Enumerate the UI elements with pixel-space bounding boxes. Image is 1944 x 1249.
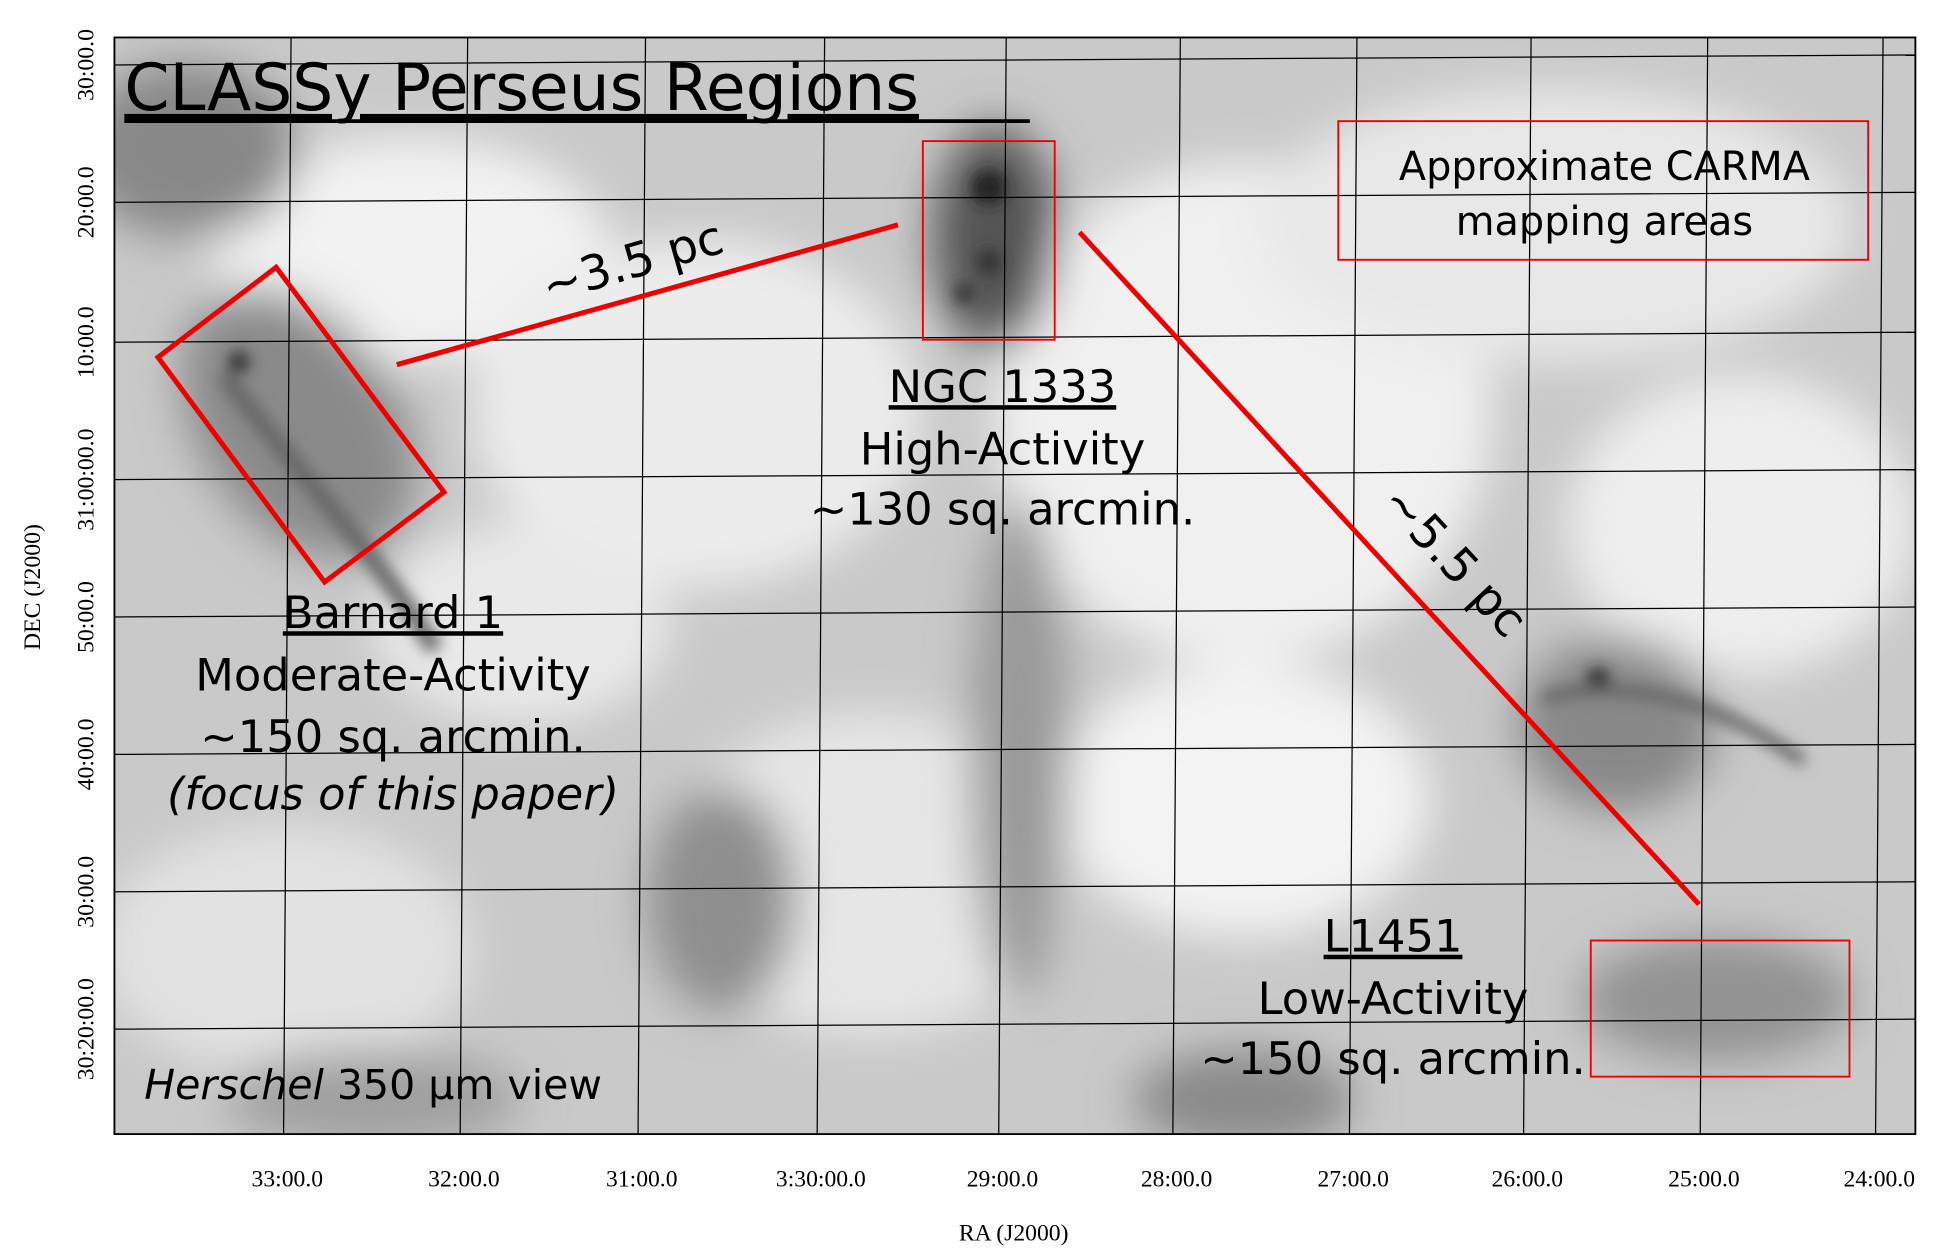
y-tick-label: 10:00.0: [73, 306, 99, 378]
x-tick-label: 29:00.0: [967, 1167, 1039, 1193]
y-axis-label: DEC (J2000): [20, 524, 46, 650]
coordinate-grid: [114, 37, 1916, 1135]
l1451-box: [1589, 939, 1851, 1078]
y-tick-label: 31:00:00.0: [73, 429, 99, 531]
x-tick-label: 25:00.0: [1668, 1167, 1740, 1193]
region-area: ~150 sq. arcmin.: [1200, 1032, 1585, 1085]
x-axis-label: RA (J2000): [959, 1220, 1069, 1246]
region-activity: High-Activity: [860, 423, 1145, 476]
x-tick-label: 32:00.0: [428, 1167, 500, 1193]
sky-image: [114, 37, 1916, 1135]
grid-line: [114, 743, 1916, 756]
region-name: L1451: [1324, 910, 1463, 963]
grid-line: [282, 37, 292, 1135]
grid-line: [1348, 37, 1358, 1135]
y-tick-label: 30:00.0: [73, 29, 99, 101]
grid-line: [459, 37, 469, 1135]
view-caption: Herschel 350 μm view: [144, 1061, 602, 1109]
y-tick-label: 30:00.0: [73, 856, 99, 928]
y-tick-label: 50:00.0: [73, 581, 99, 653]
x-tick-label: 24:00.0: [1844, 1167, 1916, 1193]
grid-line: [114, 1018, 1916, 1030]
distance-line: [396, 222, 899, 368]
legend-text: mapping areas: [1456, 199, 1753, 245]
x-tick-label: 27:00.0: [1317, 1167, 1389, 1193]
region-area: ~130 sq. arcmin.: [810, 482, 1195, 535]
grid-line: [114, 54, 1916, 66]
barnard1-box: [154, 263, 448, 586]
y-tick-labels: 30:00.0 20:00.0 10:00.0 31:00:00.0 50:00.0 40…: [73, 29, 99, 1080]
grid-line: [998, 37, 1007, 1135]
grid-line: [114, 881, 1916, 893]
grid-line: [1874, 37, 1884, 1135]
region-note: (focus of this paper): [167, 767, 619, 820]
x-tick-label: 26:00.0: [1492, 1167, 1564, 1193]
band: 350 μm view: [324, 1061, 602, 1109]
x-tick-label: 28:00.0: [1141, 1167, 1213, 1193]
instrument: Herschel: [144, 1061, 324, 1109]
x-tick-labels: 33:00.0 32:00.0 31:00.0 3:30:00.0 29:00.0 28:…: [252, 1167, 1916, 1193]
region-name: Barnard 1: [283, 586, 503, 639]
distance-line: [1077, 230, 1701, 906]
grid-line: [114, 468, 1916, 481]
legend-box: [1337, 120, 1870, 261]
grid-line: [114, 331, 1916, 343]
x-tick-label: 3:30:00.0: [776, 1167, 866, 1193]
region-activity: Moderate-Activity: [195, 649, 590, 702]
grid-line: [637, 37, 647, 1135]
title: CLASSy Perseus Regions: [124, 51, 919, 126]
x-tick-label: 33:00.0: [252, 1167, 324, 1193]
grid-line: [1172, 37, 1181, 1135]
legend-text: Approximate CARMA: [1399, 144, 1810, 190]
grid-line: [1522, 37, 1532, 1135]
grid-line: [816, 37, 826, 1135]
grid-line: [114, 606, 1916, 618]
y-tick-label: 30:20:00.0: [73, 978, 99, 1080]
region-activity: Low-Activity: [1258, 972, 1529, 1025]
region-name: NGC 1333: [889, 360, 1117, 413]
frame: [113, 36, 1917, 1136]
ngc1333-box: [921, 140, 1056, 341]
regions: [154, 120, 1870, 1078]
x-tick-label: 31:00.0: [606, 1167, 678, 1193]
region-area: ~150 sq. arcmin.: [200, 710, 585, 763]
grid-line: [114, 191, 1916, 203]
y-tick-label: 20:00.0: [73, 166, 99, 238]
y-tick-label: 40:00.0: [73, 718, 99, 790]
grid-line: [1699, 37, 1709, 1135]
